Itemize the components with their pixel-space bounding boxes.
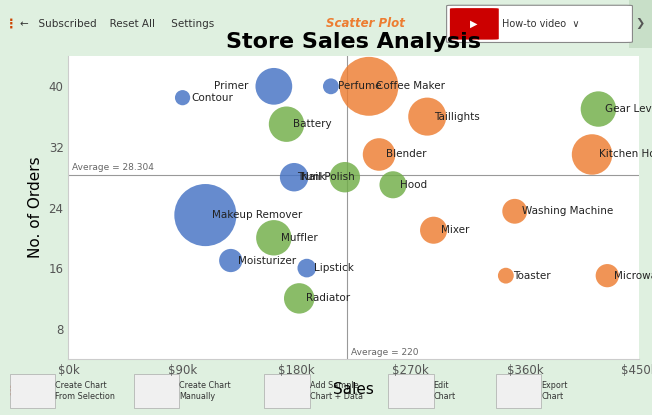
Text: Scatter Plot: Scatter Plot	[326, 17, 405, 30]
Point	[269, 234, 279, 241]
Text: Microwave: Microwave	[614, 271, 652, 281]
Point	[281, 121, 291, 127]
Text: Hood: Hood	[400, 180, 427, 190]
Point	[374, 151, 384, 158]
FancyBboxPatch shape	[496, 374, 541, 408]
Point	[602, 272, 612, 279]
FancyBboxPatch shape	[10, 374, 55, 408]
X-axis label: Sales: Sales	[333, 382, 374, 398]
Text: Makeup Remover: Makeup Remover	[213, 210, 303, 220]
Text: Coffee Maker: Coffee Maker	[376, 81, 445, 91]
Point	[294, 295, 304, 302]
Point	[177, 94, 188, 101]
Text: Moisturizer: Moisturizer	[238, 256, 296, 266]
Point	[593, 106, 604, 112]
Point	[388, 181, 398, 188]
Text: Primer: Primer	[215, 81, 249, 91]
Text: Contour: Contour	[191, 93, 233, 103]
Y-axis label: No. of Orders: No. of Orders	[28, 157, 43, 258]
Text: Gear Lever: Gear Lever	[605, 104, 652, 114]
FancyBboxPatch shape	[264, 374, 310, 408]
Text: ▶: ▶	[469, 19, 477, 29]
Point	[428, 227, 439, 234]
Text: Blender: Blender	[386, 149, 426, 159]
Point	[364, 83, 374, 90]
Point	[200, 212, 211, 218]
Text: Battery: Battery	[293, 119, 332, 129]
Text: Average = 220: Average = 220	[351, 348, 419, 357]
Text: Mixer: Mixer	[441, 225, 469, 235]
Text: Nail Polish: Nail Polish	[301, 172, 355, 182]
Text: Washing Machine: Washing Machine	[522, 206, 613, 216]
Point	[226, 257, 236, 264]
Point	[269, 83, 279, 90]
Point	[325, 83, 336, 90]
Text: Muffler: Muffler	[281, 233, 318, 243]
FancyBboxPatch shape	[134, 374, 179, 408]
Text: Create Chart
Manually: Create Chart Manually	[179, 381, 231, 401]
Text: ⋮: ⋮	[5, 17, 18, 30]
Text: Lipstick: Lipstick	[314, 263, 353, 273]
Point	[302, 265, 312, 271]
Text: Trunk: Trunk	[297, 172, 325, 182]
Text: Export
Chart: Export Chart	[541, 381, 567, 401]
Text: ⋮: ⋮	[5, 385, 18, 398]
FancyBboxPatch shape	[450, 8, 499, 39]
Text: Average = 28.304: Average = 28.304	[72, 163, 154, 172]
Text: Add Sample
Chart + Data: Add Sample Chart + Data	[310, 381, 363, 401]
Title: Store Sales Analysis: Store Sales Analysis	[226, 32, 481, 52]
Bar	[629, 0, 652, 48]
FancyBboxPatch shape	[447, 5, 632, 42]
Text: Toaster: Toaster	[512, 271, 550, 281]
Text: Create Chart
From Selection: Create Chart From Selection	[55, 381, 115, 401]
Text: Perfume: Perfume	[338, 81, 381, 91]
Text: Taillights: Taillights	[434, 112, 480, 122]
Point	[501, 272, 511, 279]
Point	[340, 174, 350, 181]
Text: How-to video  ∨: How-to video ∨	[502, 19, 580, 29]
Text: Kitchen Hood: Kitchen Hood	[599, 149, 652, 159]
Point	[289, 174, 299, 181]
Point	[587, 151, 597, 158]
Text: Edit
Chart: Edit Chart	[434, 381, 456, 401]
Text: ❯: ❯	[635, 18, 644, 29]
FancyBboxPatch shape	[388, 374, 434, 408]
Text: Radiator: Radiator	[306, 293, 350, 303]
Point	[509, 208, 520, 215]
Point	[422, 113, 432, 120]
Text: ←   Subscribed    Reset All     Settings: ← Subscribed Reset All Settings	[20, 19, 214, 29]
